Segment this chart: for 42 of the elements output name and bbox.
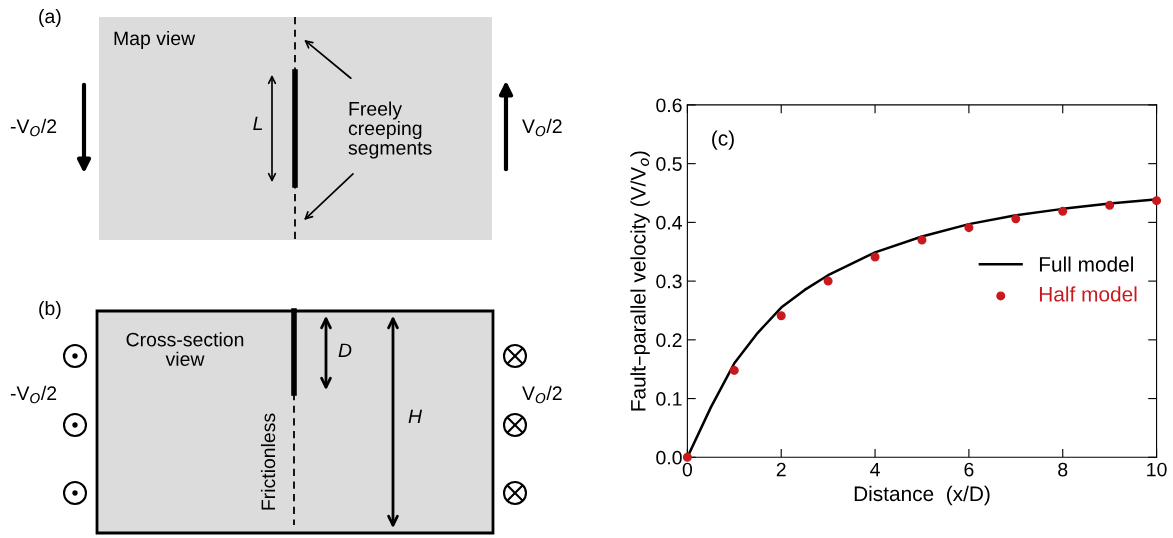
point	[917, 235, 927, 245]
y-tick-label: 0.5	[656, 157, 682, 171]
text: H	[408, 409, 423, 424]
legend-label: Full model	[1039, 256, 1133, 272]
text: Cross-section view	[126, 332, 244, 366]
text: L	[253, 116, 263, 131]
text: V$_{O}$/2	[522, 118, 562, 137]
text: V$_{O}$/2	[522, 385, 562, 404]
point	[964, 223, 974, 233]
x-tick-label: 8	[1058, 462, 1068, 477]
y-axis-title: Fault–parallel velocity (V/V$_{o}$)	[630, 151, 650, 411]
x-tick-label: 2	[776, 462, 786, 477]
text: -V$_{O}$/2	[10, 385, 57, 404]
text: Frictionless	[260, 413, 276, 510]
y-tick-label: 0.4	[656, 215, 682, 230]
text: -V$_{O}$/2	[10, 118, 57, 137]
x-axis-title: Distance (x/D)	[854, 485, 990, 506]
point	[1152, 196, 1162, 206]
text: (a)	[39, 8, 61, 28]
y-tick-label: 0.6	[656, 98, 682, 113]
text: D	[338, 343, 352, 358]
y-tick-label: 0.3	[656, 274, 682, 289]
point	[682, 452, 692, 462]
point	[729, 365, 739, 375]
point	[823, 276, 833, 286]
x-tick-label: 6	[964, 462, 974, 477]
point	[776, 311, 786, 321]
x-tick-label: 0	[682, 462, 693, 477]
x-tick-label: 4	[870, 462, 880, 477]
point	[870, 252, 880, 262]
point	[1058, 206, 1068, 216]
text: (b)	[39, 300, 61, 320]
text: Map view	[114, 30, 196, 50]
point	[1011, 214, 1021, 224]
x-tick-label: 10	[1147, 462, 1167, 477]
y-tick-label: 0.0	[656, 450, 682, 465]
point	[1105, 200, 1115, 210]
y-tick-label: 0.1	[656, 392, 682, 406]
annotation: (c)	[712, 130, 734, 150]
text: Freely creeping segments	[348, 101, 432, 159]
legend-label: Half model	[1039, 286, 1137, 302]
y-tick-label: 0.2	[656, 333, 682, 348]
